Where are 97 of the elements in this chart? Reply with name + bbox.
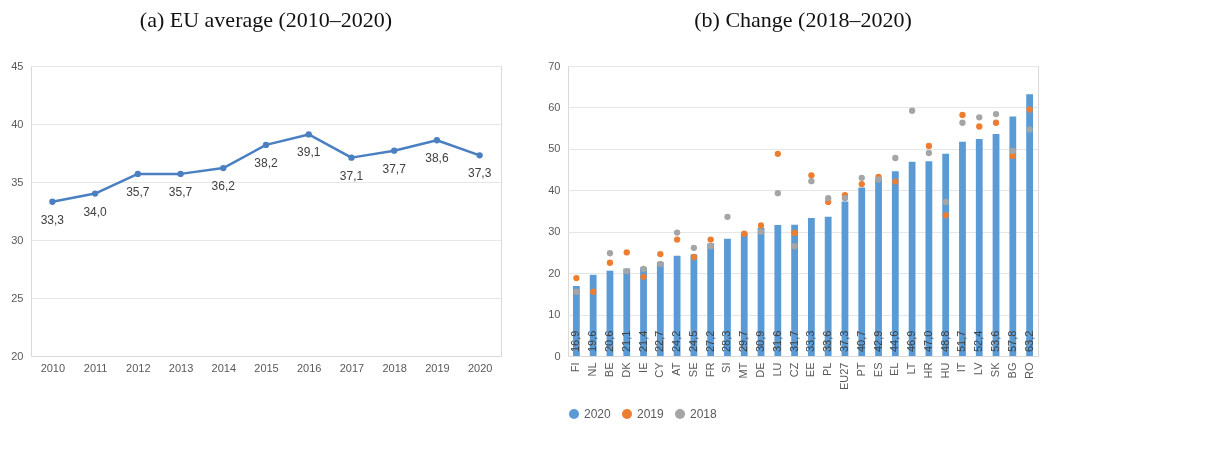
data-label: 38,2 <box>254 155 278 170</box>
data-label: 27,2 <box>703 330 716 352</box>
data-label: 42,9 <box>871 330 884 352</box>
x-tick-label: FR <box>703 362 716 378</box>
chart-title: (a) EU average (2010–2020) <box>139 7 393 32</box>
x-tick-label: 2010 <box>40 361 66 374</box>
x-tick-label: SK <box>989 361 1002 378</box>
data-label: 57,8 <box>1005 330 1018 352</box>
x-tick-label: LT <box>905 362 918 375</box>
x-tick-label: SE <box>686 362 699 378</box>
x-tick-label: HR <box>921 362 934 379</box>
y-tick-label: 35 <box>11 175 24 188</box>
data-label: 19,6 <box>586 330 599 352</box>
x-tick-label: 2019 <box>425 361 450 374</box>
y-tick-label: 0 <box>554 349 561 362</box>
data-label: 33,3 <box>40 212 65 227</box>
data-label: 31,7 <box>787 330 800 352</box>
x-tick-label: 2016 <box>296 361 322 374</box>
data-label: 39,1 <box>297 145 321 160</box>
x-tick-label: ES <box>871 362 884 378</box>
data-label: 48,8 <box>938 330 951 352</box>
data-label: 34,0 <box>83 204 108 219</box>
data-label: 52,4 <box>972 330 985 352</box>
data-label: 16,9 <box>569 330 582 352</box>
legend-label: 2018 <box>690 407 718 421</box>
y-tick-label: 25 <box>11 291 24 304</box>
x-tick-label: FI <box>569 362 582 373</box>
x-tick-label: 2015 <box>254 361 279 374</box>
x-tick-label: PL <box>821 362 834 376</box>
data-label: 35,7 <box>168 184 193 199</box>
data-label: 24,5 <box>686 330 699 352</box>
x-tick-label: CY <box>653 361 666 378</box>
data-label: 63,2 <box>1022 330 1035 352</box>
data-label: 21,4 <box>636 330 649 352</box>
x-tick-label: AT <box>670 362 683 376</box>
x-tick-label: IT <box>955 362 968 373</box>
x-tick-label: RO <box>1022 362 1035 379</box>
legend-label: 2019 <box>637 407 665 421</box>
x-tick-label: BE <box>602 362 615 378</box>
y-tick-label: 40 <box>11 117 24 130</box>
y-tick-label: 70 <box>548 59 561 72</box>
data-label: 37,3 <box>837 330 850 352</box>
x-tick-label: EL <box>888 362 901 376</box>
data-label: 53,6 <box>989 330 1002 352</box>
y-tick-label: 30 <box>11 233 24 246</box>
x-tick-label: EE <box>804 362 817 378</box>
data-label: 29,7 <box>737 330 750 352</box>
y-tick-label: 45 <box>11 59 24 72</box>
chart-title: (b) Change (2018–2020) <box>694 7 912 32</box>
x-tick-label: MT <box>737 362 750 379</box>
x-tick-label: 2014 <box>211 361 237 374</box>
y-tick-label: 30 <box>548 225 561 238</box>
x-tick-label: LU <box>770 362 783 377</box>
y-tick-label: 50 <box>548 142 561 155</box>
data-label: 24,2 <box>670 330 683 352</box>
data-label: 20,6 <box>602 330 615 352</box>
x-tick-label: BG <box>1005 362 1018 379</box>
x-tick-label: LV <box>972 361 985 376</box>
data-label: 33,3 <box>804 330 817 352</box>
x-tick-label: IE <box>636 362 649 373</box>
data-label: 37,3 <box>467 166 492 181</box>
x-tick-label: 2012 <box>126 361 151 374</box>
x-tick-label: 2017 <box>339 361 365 374</box>
data-label: 44,6 <box>888 330 901 352</box>
x-tick-label: PT <box>854 362 867 377</box>
data-label: 35,7 <box>126 184 150 199</box>
data-label: 31,6 <box>770 330 783 352</box>
y-tick-label: 40 <box>548 183 561 196</box>
x-tick-label: EU27 <box>837 362 850 391</box>
data-label: 21,1 <box>619 330 632 352</box>
x-tick-label: NL <box>586 362 599 377</box>
data-label: 46,9 <box>905 330 918 352</box>
x-tick-label: SI <box>720 362 733 373</box>
data-label: 37,7 <box>382 161 407 176</box>
data-label: 22,7 <box>653 330 666 352</box>
x-tick-label: 2011 <box>83 361 108 374</box>
data-label: 40,7 <box>854 330 867 352</box>
data-label: 33,6 <box>821 330 834 352</box>
data-label: 51,7 <box>955 330 968 352</box>
data-label: 28,3 <box>720 330 733 352</box>
x-tick-label: DE <box>754 362 767 378</box>
x-tick-label: DK <box>619 361 632 378</box>
data-label: 36,2 <box>211 179 236 194</box>
data-label: 37,1 <box>339 168 364 183</box>
y-tick-label: 60 <box>548 100 561 113</box>
legend-label: 2020 <box>584 407 612 421</box>
data-label: 30,9 <box>754 330 767 352</box>
x-tick-label: 2013 <box>168 361 194 374</box>
x-tick-label: 2018 <box>382 361 407 374</box>
y-tick-label: 20 <box>11 349 24 362</box>
data-label: 38,6 <box>425 151 449 166</box>
data-label: 47,0 <box>921 330 934 352</box>
x-tick-label: CZ <box>787 362 800 378</box>
x-tick-label: 2020 <box>467 361 493 374</box>
x-tick-label: HU <box>938 362 951 379</box>
y-tick-label: 10 <box>548 308 561 321</box>
y-tick-label: 20 <box>548 266 561 279</box>
